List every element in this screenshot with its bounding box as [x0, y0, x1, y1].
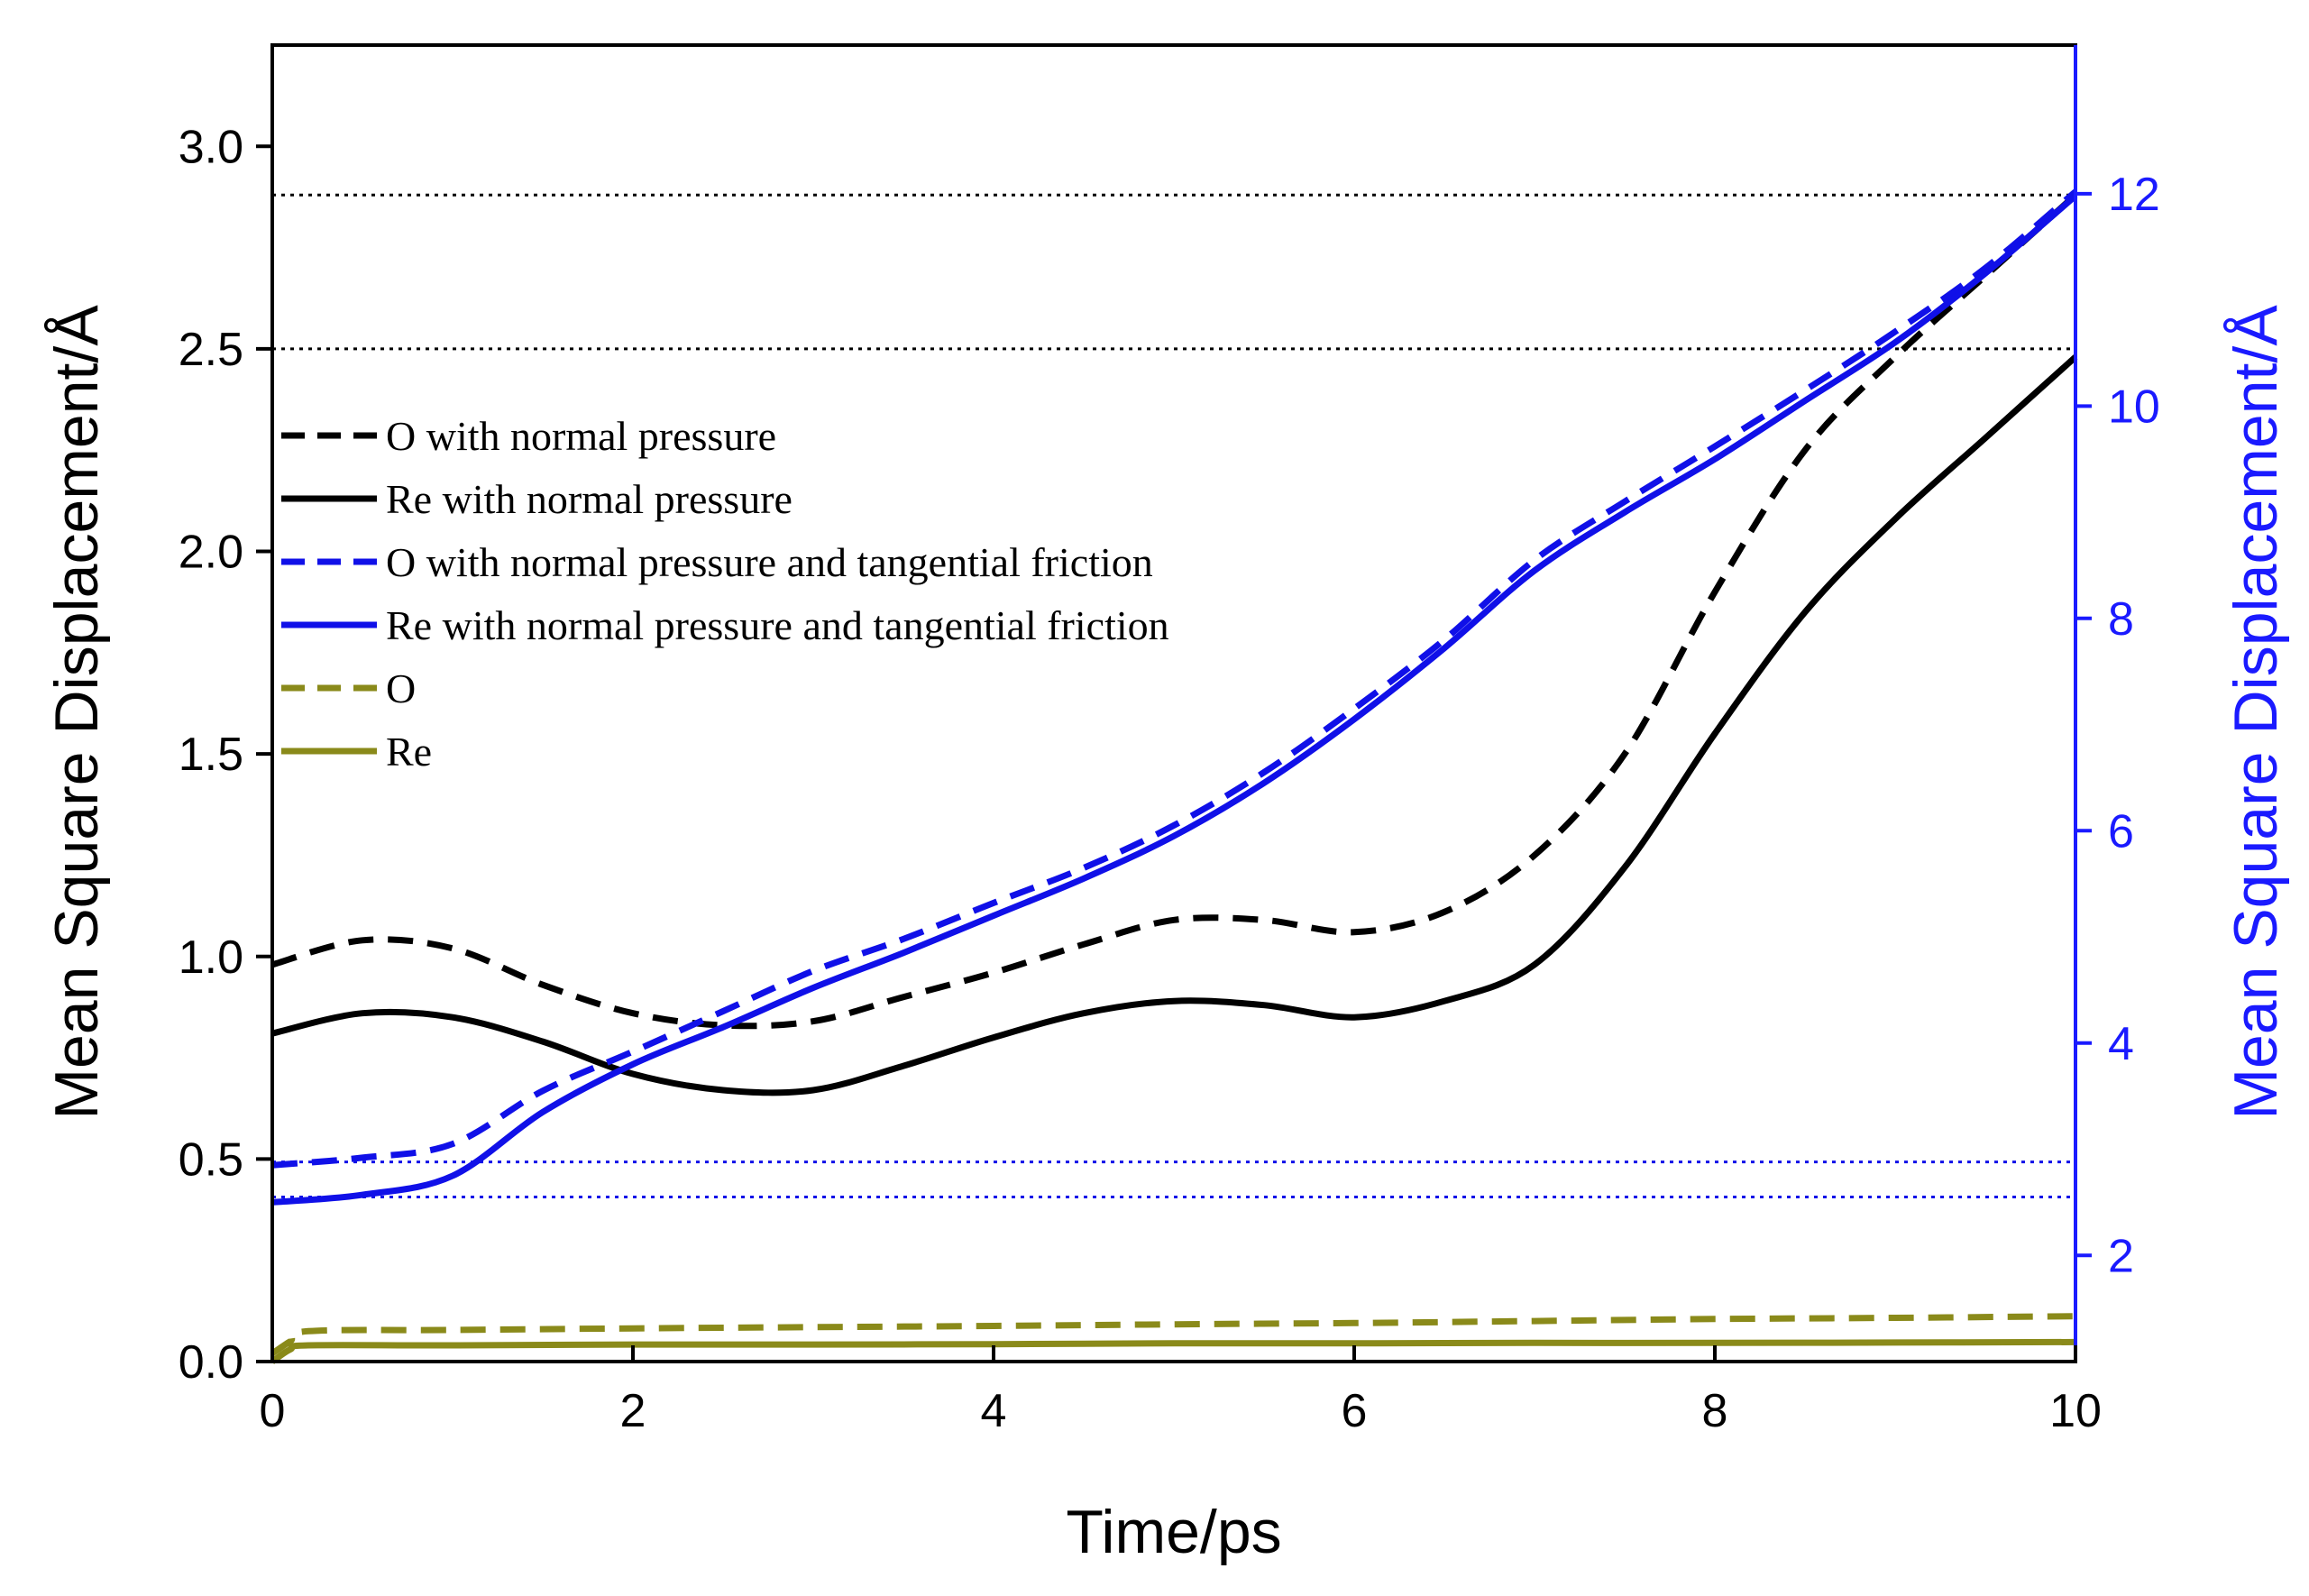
series-line-re-with-normal-pressure-and-tangential-friction [271, 193, 2078, 1206]
right-axis-ticks: 2 4 6 8 10 12 [2075, 169, 2160, 1282]
y-left-tick-label: 1.0 [179, 931, 243, 984]
legend-label-re-with-normal-pressure-and-tangential-friction: Re with normal pressure and tangential f… [386, 602, 1169, 648]
legend-label-re: Re [386, 729, 432, 775]
x-tick-label: 6 [1342, 1385, 1368, 1437]
y-axis-title-right: Mean Square Displacement/Å [2222, 305, 2290, 1120]
x-axis-title: Time/ps [1066, 1498, 1281, 1566]
legend-label-re-with-normal-pressure: Re with normal pressure [386, 476, 793, 522]
series-line-o-with-normal-pressure-and-tangential-friction [271, 188, 2078, 1169]
x-tick-label: 2 [620, 1385, 646, 1437]
y-left-tick-label: 1.5 [179, 729, 243, 781]
x-tick-label: 4 [981, 1385, 1007, 1437]
legend-label-o: O [386, 665, 416, 711]
y-right-tick-label: 6 [2108, 805, 2134, 858]
y-left-tick-label: 2.0 [179, 527, 243, 579]
y-right-tick-label: 10 [2108, 381, 2160, 433]
legend: O with normal pressure Re with normal pre… [281, 413, 1169, 775]
y-axis-title-left: Mean Square Displacement/Å [42, 305, 111, 1120]
y-right-tick-label: 8 [2108, 593, 2134, 646]
left-axis-ticks: 0.0 0.5 1.0 1.5 2.0 2.5 3.0 [179, 121, 272, 1389]
y-right-tick-label: 12 [2108, 169, 2160, 221]
y-right-tick-label: 4 [2108, 1018, 2134, 1070]
series-line-re-with-normal-pressure [271, 354, 2078, 1096]
series-line-o-with-normal-pressure [271, 192, 2078, 1030]
legend-label-o-with-normal-pressure: O with normal pressure [386, 413, 776, 459]
x-tick-label: 10 [2049, 1385, 2102, 1437]
x-axis-ticks: 0 2 4 6 8 10 [260, 1345, 2102, 1437]
y-left-tick-label: 2.5 [179, 324, 243, 376]
plot-frame [270, 43, 2077, 1363]
x-tick-label: 8 [1702, 1385, 1728, 1437]
y-right-tick-label: 2 [2108, 1230, 2134, 1282]
x-tick-label: 0 [260, 1385, 286, 1437]
series-line-o [270, 1313, 2076, 1356]
y-left-tick-label: 0.0 [179, 1336, 243, 1389]
reference-lines [272, 193, 2075, 1198]
y-left-tick-label: 3.0 [179, 121, 243, 173]
y-left-tick-label: 0.5 [179, 1133, 243, 1186]
series-line-re [270, 1338, 2076, 1364]
series-group [270, 188, 2078, 1364]
legend-label-o-with-normal-pressure-and-tangential-friction: O with normal pressure and tangential fr… [386, 539, 1153, 585]
